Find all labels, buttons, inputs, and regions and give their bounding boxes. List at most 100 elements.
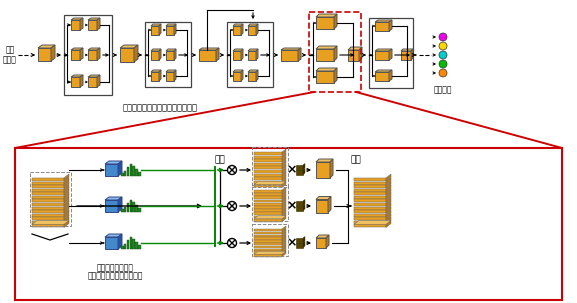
Polygon shape	[166, 51, 174, 60]
Polygon shape	[375, 20, 392, 22]
Polygon shape	[303, 205, 305, 211]
Polygon shape	[326, 235, 329, 248]
Bar	[254, 206, 282, 209]
Polygon shape	[386, 217, 391, 224]
Bar	[254, 209, 282, 212]
Bar	[296, 201, 303, 205]
Polygon shape	[118, 234, 122, 249]
Bar	[254, 235, 282, 237]
Polygon shape	[71, 50, 80, 60]
Polygon shape	[334, 46, 337, 61]
Bar	[32, 192, 64, 195]
Polygon shape	[38, 45, 55, 48]
Bar	[32, 189, 64, 192]
Polygon shape	[282, 187, 286, 193]
Bar	[354, 181, 386, 185]
Polygon shape	[316, 235, 329, 238]
Polygon shape	[254, 251, 286, 254]
Polygon shape	[359, 47, 362, 61]
Polygon shape	[151, 49, 161, 51]
Polygon shape	[386, 210, 391, 217]
Bar	[32, 214, 64, 217]
Polygon shape	[120, 45, 138, 48]
Polygon shape	[64, 217, 69, 224]
Polygon shape	[316, 68, 337, 71]
Bar	[32, 181, 64, 185]
Polygon shape	[334, 68, 337, 83]
Polygon shape	[282, 226, 286, 231]
Polygon shape	[282, 216, 286, 221]
Polygon shape	[151, 72, 159, 81]
Bar	[30, 172, 71, 226]
Bar	[121, 173, 123, 176]
Bar	[130, 200, 132, 212]
Polygon shape	[282, 251, 286, 257]
Polygon shape	[216, 48, 219, 61]
Polygon shape	[233, 49, 243, 51]
Bar	[254, 152, 282, 155]
Polygon shape	[282, 149, 286, 155]
Polygon shape	[282, 181, 286, 188]
Polygon shape	[105, 200, 118, 212]
Bar	[296, 238, 303, 242]
Polygon shape	[386, 195, 391, 202]
Polygon shape	[166, 72, 174, 81]
Polygon shape	[282, 174, 286, 180]
Bar	[32, 221, 64, 224]
Bar	[135, 169, 138, 176]
Polygon shape	[282, 197, 286, 202]
Polygon shape	[151, 70, 161, 72]
Polygon shape	[386, 213, 391, 220]
Bar	[254, 185, 282, 188]
Polygon shape	[88, 20, 97, 30]
Bar	[32, 203, 64, 206]
Polygon shape	[282, 231, 286, 237]
Text: ×: ×	[287, 164, 297, 177]
Polygon shape	[88, 75, 100, 77]
Bar	[133, 166, 135, 176]
Bar	[354, 199, 386, 202]
Bar	[130, 237, 132, 249]
Polygon shape	[64, 203, 69, 210]
Bar	[64, 15, 112, 95]
Bar	[145, 22, 191, 87]
Polygon shape	[71, 20, 80, 30]
Polygon shape	[254, 216, 286, 219]
Bar	[354, 221, 386, 224]
Polygon shape	[386, 199, 391, 206]
Polygon shape	[64, 195, 69, 202]
Polygon shape	[386, 174, 391, 181]
Polygon shape	[80, 75, 83, 87]
Circle shape	[439, 42, 447, 50]
Polygon shape	[64, 199, 69, 206]
Bar	[354, 225, 386, 228]
Polygon shape	[64, 192, 69, 199]
Bar	[354, 192, 386, 195]
Bar	[138, 245, 141, 249]
Bar	[254, 174, 282, 177]
Polygon shape	[282, 206, 286, 212]
Polygon shape	[282, 235, 286, 240]
Polygon shape	[64, 174, 69, 181]
Polygon shape	[282, 243, 286, 248]
Polygon shape	[316, 14, 337, 17]
Polygon shape	[97, 18, 100, 30]
Text: ×: ×	[287, 237, 297, 249]
Polygon shape	[298, 48, 301, 61]
Text: 各分岐に対応する: 各分岐に対応する	[96, 264, 133, 272]
Bar	[138, 172, 141, 176]
Polygon shape	[71, 18, 83, 20]
Polygon shape	[316, 159, 333, 162]
Bar	[254, 159, 282, 162]
Circle shape	[439, 60, 447, 68]
Bar	[309, 12, 361, 92]
Polygon shape	[256, 49, 258, 60]
Bar	[127, 167, 129, 176]
Polygon shape	[174, 70, 176, 81]
Polygon shape	[64, 210, 69, 217]
Polygon shape	[32, 220, 69, 225]
Polygon shape	[248, 70, 258, 72]
Bar	[124, 244, 126, 249]
Bar	[32, 199, 64, 202]
Polygon shape	[118, 197, 122, 212]
